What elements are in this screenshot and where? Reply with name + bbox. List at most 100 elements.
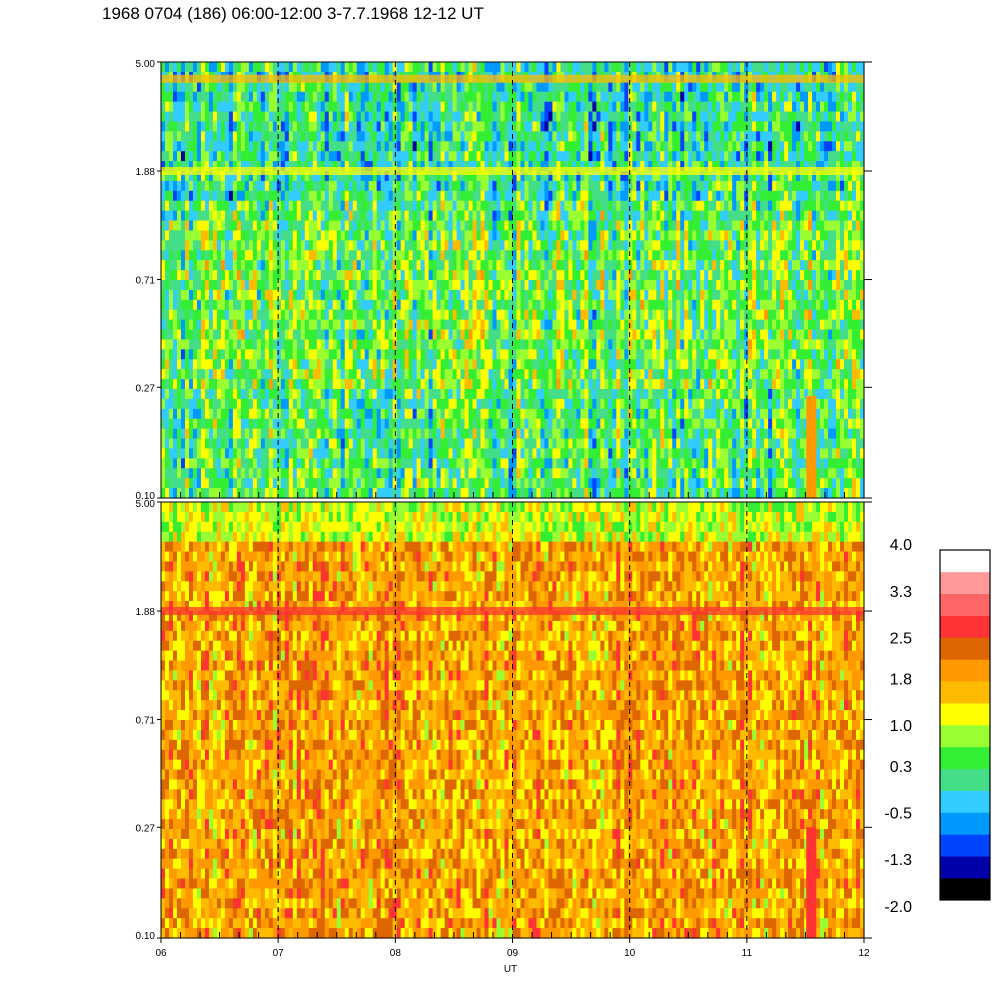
heatmap-cell [340,121,346,132]
heatmap-cell [204,339,210,350]
heatmap-cell [228,408,234,420]
heatmap-cell [284,81,290,93]
heatmap-cell [492,210,498,222]
heatmap-cell [288,240,294,251]
heatmap-cell [268,458,274,469]
heatmap-cell [488,91,494,103]
heatmap-cell [472,101,478,113]
heatmap-cell [420,260,426,271]
heatmap-cell [216,220,222,232]
heatmap-cell [560,458,566,469]
heatmap-cell [572,408,577,420]
heatmap-cell [308,280,314,291]
heatmap-cell [472,329,478,341]
heatmap-cell [564,141,570,152]
heatmap-cell [448,309,454,321]
heatmap-cell [208,210,214,222]
heatmap-cell [248,81,254,93]
heatmap-cell [508,190,514,202]
heatmap-cell [596,220,601,232]
heatmap-cell [288,91,294,103]
heatmap-cell [208,250,214,261]
heatmap-cell [468,141,474,152]
heatmap-cell [212,398,218,410]
heatmap-cell [296,418,302,430]
heatmap-cell [388,289,394,301]
heatmap-cell [224,121,230,132]
heatmap-cell [408,230,414,241]
heatmap-cell [212,260,218,271]
heatmap-cell [592,408,597,420]
heatmap-cell [260,369,266,380]
heatmap-cell [236,210,242,222]
heatmap-cell [208,389,214,400]
heatmap-cell [372,62,378,73]
heatmap-cell [420,329,426,341]
heatmap-cell [336,299,342,311]
heatmap-cell [524,151,530,162]
heatmap-cell [388,458,394,469]
heatmap-cell [172,131,178,142]
heatmap-cell [200,171,206,182]
heatmap-cell [324,369,330,380]
heatmap-cell [336,478,342,489]
heatmap-cell [300,458,306,469]
heatmap-cell [168,101,174,113]
heatmap-cell [564,121,570,132]
heatmap-cell [416,151,422,162]
heatmap-cell [344,478,350,489]
heatmap-cell [416,319,422,331]
heatmap-cell [364,438,370,450]
heatmap-cell [536,270,542,281]
heatmap-cell [444,438,450,450]
heatmap-cell [420,230,426,241]
heatmap-cell [560,270,566,281]
heatmap-cell [492,468,498,479]
heatmap-cell [348,488,354,499]
heatmap-cell [484,448,490,459]
heatmap-cell [280,180,286,192]
heatmap-cell [548,91,554,103]
heatmap-cell [448,200,454,212]
heatmap-cell [584,220,589,232]
heatmap-cell [184,171,190,182]
heatmap-cell [288,448,294,459]
heatmap-cell [168,329,174,341]
heatmap-cell [340,408,346,420]
heatmap-cell [288,468,294,479]
heatmap-cell [604,398,609,410]
heatmap-cell [196,448,202,459]
heatmap-cell [312,240,318,251]
heatmap-cell [536,428,542,440]
heatmap-cell [444,408,450,420]
heatmap-cell [232,478,238,489]
heatmap-cell [488,398,494,410]
heatmap-cell [484,260,490,271]
heatmap-cell [332,190,338,202]
heatmap-cell [420,379,426,390]
heatmap-cell [161,101,166,113]
heatmap-cell [512,220,518,232]
heatmap-cell [360,101,366,113]
heatmap-cell [384,230,390,241]
heatmap-cell [224,151,230,162]
heatmap-cell [576,319,581,331]
heatmap-cell [580,190,585,202]
heatmap-cell [248,488,254,499]
heatmap-cell [332,339,338,350]
heatmap-cell [336,349,342,360]
heatmap-cell [292,359,298,370]
heatmap-cell [464,369,470,380]
heatmap-cell [344,190,350,202]
heatmap-cell [312,280,318,291]
heatmap-cell [172,280,178,291]
heatmap-cell [548,81,554,93]
heatmap-cell [600,62,605,73]
heatmap-cell [240,161,246,172]
heatmap-cell [588,240,593,251]
heatmap-cell [504,200,510,212]
heatmap-cell [208,111,214,123]
heatmap-cell [596,389,601,400]
heatmap-cell [240,448,246,459]
heatmap-cell [380,131,386,142]
